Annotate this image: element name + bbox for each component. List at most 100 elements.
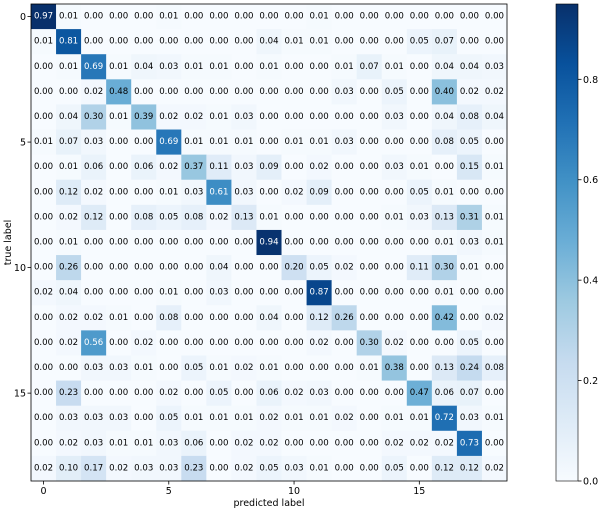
cell-value-label: 0.01 — [109, 62, 128, 72]
cell-value-label: 0.00 — [485, 263, 504, 273]
heatmap-cell — [456, 29, 483, 55]
cell-value-label: 0.23 — [184, 463, 203, 473]
cell-value-label: 0.06 — [84, 162, 103, 172]
heatmap-cell — [231, 179, 257, 206]
heatmap-cell — [81, 179, 107, 206]
heatmap-cell — [356, 154, 383, 181]
heatmap-cell — [431, 305, 458, 331]
cell-value-label: 0.47 — [410, 388, 429, 398]
cell-value-label: 0.09 — [259, 162, 278, 172]
heatmap-cell — [431, 380, 458, 406]
cell-value-label: 0.00 — [34, 313, 53, 323]
heatmap-cell — [281, 4, 307, 30]
cell-value-label: 0.02 — [385, 438, 404, 448]
cell-value-label: 0.11 — [209, 162, 228, 172]
heatmap-cell — [281, 330, 307, 356]
cell-value-label: 0.03 — [109, 363, 128, 373]
heatmap-cell — [181, 305, 207, 331]
heatmap-cell — [206, 129, 232, 155]
cell-value-label: 0.00 — [284, 363, 303, 373]
cell-value-label: 0.03 — [209, 288, 228, 298]
heatmap-cell — [356, 255, 383, 281]
cell-value-label: 0.08 — [435, 137, 454, 147]
cell-value-label: 0.00 — [410, 112, 429, 122]
cell-value-label: 0.00 — [234, 288, 253, 298]
cell-value-label: 0.13 — [435, 363, 454, 373]
cell-value-label: 0.06 — [259, 388, 278, 398]
cell-value-label: 0.02 — [259, 438, 278, 448]
cell-value-label: 0.00 — [134, 187, 153, 197]
heatmap-cell — [381, 104, 408, 130]
cell-value-label: 0.00 — [485, 187, 504, 197]
heatmap-cell — [131, 255, 157, 281]
cell-value-label: 0.03 — [284, 463, 303, 473]
cell-value-label: 0.06 — [184, 438, 203, 448]
cell-value-label: 0.00 — [259, 12, 278, 22]
heatmap-cell — [306, 204, 332, 231]
heatmap-cell — [131, 330, 157, 356]
heatmap-cell — [106, 129, 132, 155]
cell-value-label: 0.00 — [310, 62, 329, 72]
x-axis-label: predicted label — [233, 498, 304, 508]
heatmap-cell — [181, 330, 207, 356]
cell-value-label: 0.00 — [34, 162, 53, 172]
heatmap-cell — [406, 330, 433, 356]
heatmap-cell — [31, 380, 57, 406]
heatmap-cell — [381, 79, 408, 105]
cell-value-label: 0.12 — [84, 212, 103, 222]
cell-value-label: 0.00 — [234, 263, 253, 273]
cell-value-label: 0.00 — [284, 438, 303, 448]
cell-value-label: 0.01 — [34, 137, 53, 147]
cell-value-label: 0.00 — [284, 212, 303, 222]
cell-value-label: 0.12 — [460, 463, 479, 473]
heatmap-cell — [106, 305, 132, 331]
heatmap-cell — [406, 79, 433, 105]
heatmap-cell — [481, 29, 508, 55]
cell-value-label: 0.10 — [59, 463, 78, 473]
heatmap-cell — [281, 280, 307, 306]
cell-value-label: 0.01 — [435, 238, 454, 248]
heatmap-cell — [231, 29, 257, 55]
heatmap-cell — [456, 430, 483, 457]
cell-value-label: 0.01 — [310, 137, 329, 147]
heatmap-cell — [231, 330, 257, 356]
cell-value-label: 0.01 — [410, 162, 429, 172]
cell-value-label: 0.00 — [184, 12, 203, 22]
cell-value-label: 0.01 — [159, 12, 178, 22]
cell-value-label: 0.01 — [109, 112, 128, 122]
cell-value-label: 0.01 — [209, 137, 228, 147]
cell-value-label: 0.00 — [284, 238, 303, 248]
cell-value-label: 0.97 — [34, 12, 53, 22]
cell-value-label: 0.02 — [109, 463, 128, 473]
cell-value-label: 0.04 — [59, 288, 78, 298]
cell-value-label: 0.06 — [134, 162, 153, 172]
cell-value-label: 0.00 — [385, 12, 404, 22]
heatmap-cell — [356, 280, 383, 306]
cell-value-label: 0.02 — [485, 463, 504, 473]
heatmap-cell — [81, 204, 107, 231]
heatmap-cell — [81, 280, 107, 306]
heatmap-cell — [256, 355, 282, 381]
cell-value-label: 0.00 — [134, 238, 153, 248]
heatmap-cell — [306, 455, 332, 482]
cell-value-label: 0.01 — [109, 313, 128, 323]
cell-value-label: 0.01 — [34, 37, 53, 47]
cell-value-label: 0.00 — [460, 37, 479, 47]
cell-value-label: 0.30 — [360, 338, 379, 348]
heatmap-cell — [231, 104, 257, 130]
heatmap-cell — [381, 179, 408, 206]
colorbar-tick-label: 0.0 — [583, 477, 598, 488]
heatmap-cell — [156, 154, 182, 181]
heatmap-cell — [431, 255, 458, 281]
heatmap-cell — [131, 4, 157, 30]
heatmap-cell — [256, 204, 282, 231]
heatmap-cell — [281, 104, 307, 130]
cell-value-label: 0.00 — [159, 263, 178, 273]
heatmap-cell — [206, 179, 232, 206]
heatmap-cell — [81, 380, 107, 406]
heatmap-cell — [481, 380, 508, 406]
cell-value-label: 0.00 — [34, 87, 53, 97]
cell-value-label: 0.00 — [385, 388, 404, 398]
cell-value-label: 0.03 — [485, 62, 504, 72]
cell-value-label: 0.00 — [360, 112, 379, 122]
